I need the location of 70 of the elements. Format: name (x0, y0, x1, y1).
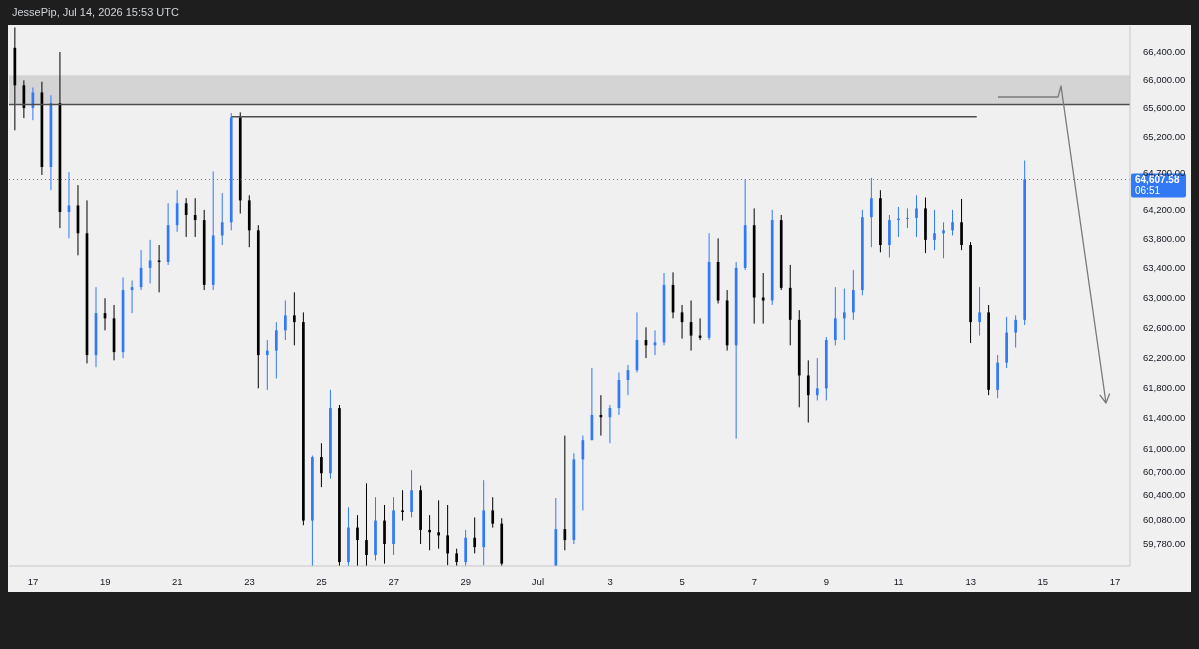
ref-line-label: 64,607.58 (1135, 174, 1180, 186)
candlestick (428, 514, 431, 551)
candlestick (960, 198, 963, 251)
x-tick-label: 11 (893, 575, 904, 587)
candlestick (915, 194, 918, 238)
x-tick-label: 19 (99, 575, 111, 587)
candlestick (842, 288, 846, 341)
candlestick (852, 269, 855, 321)
candlestick (906, 207, 909, 229)
y-tick-label: 63,000.00 (1143, 291, 1186, 303)
candlestick (356, 514, 359, 566)
x-tick-label: 25 (316, 575, 327, 587)
candlestick (175, 189, 179, 233)
x-tick-label: 17 (27, 575, 39, 587)
candlestick (815, 357, 819, 401)
x-tick-label: 9 (823, 575, 830, 587)
x-tick-label: 3 (607, 575, 613, 587)
candlestick (283, 299, 287, 341)
candlestick (446, 504, 449, 566)
y-tick-label: 60,700.00 (1143, 466, 1186, 478)
text: JessePip, Jul 14, 2026 15:53 UTC (12, 6, 179, 18)
y-tick-label: 61,400.00 (1143, 412, 1186, 424)
candlestick (184, 197, 188, 238)
candlestick (383, 504, 386, 565)
y-tick-label: 65,200.00 (1143, 131, 1186, 143)
y-tick-label: 60,080.00 (1143, 514, 1186, 526)
x-tick-label: 7 (751, 575, 757, 587)
candlestick (193, 197, 197, 238)
x-tick-label: 15 (1037, 575, 1049, 587)
candlestick (274, 321, 278, 379)
y-tick-label: 65,600.00 (1143, 102, 1186, 114)
candlestick (320, 442, 323, 488)
x-tick-label: 21 (172, 575, 183, 587)
candlestick (933, 209, 936, 251)
candlestick (951, 209, 954, 236)
candlestick (365, 482, 368, 566)
candlestick (437, 499, 440, 550)
candlestick (978, 286, 981, 337)
y-tick-label: 63,800.00 (1143, 232, 1186, 244)
y-tick-label: 63,400.00 (1143, 262, 1186, 274)
candlestick (473, 516, 477, 554)
x-tick-label: 5 (679, 575, 685, 587)
candlestick (220, 192, 224, 246)
candlestick (563, 435, 567, 551)
text: 06:51 (1135, 185, 1161, 197)
y-tick-label: 62,200.00 (1143, 351, 1186, 363)
candlestick (265, 339, 269, 391)
y-tick-label: 64,200.00 (1143, 203, 1186, 215)
candlestick (491, 496, 495, 529)
y-tick-label: 62,600.00 (1143, 321, 1186, 333)
y-tick-label: 59,780.00 (1143, 537, 1186, 549)
y-tick-label: 61,000.00 (1143, 442, 1186, 454)
x-tick-label: 29 (460, 575, 472, 587)
x-tick-label: 23 (244, 575, 255, 587)
y-tick-label: 66,400.00 (1143, 45, 1186, 57)
x-tick-label: Jul (531, 575, 545, 587)
x-tick-label: 13 (965, 575, 976, 587)
candlestick (942, 221, 945, 259)
candlestick (833, 286, 837, 346)
y-tick-label: 61,800.00 (1143, 381, 1186, 393)
x-tick-label: 17 (1109, 575, 1121, 587)
x-tick-label: 27 (388, 575, 399, 587)
candlestick (401, 489, 404, 522)
candlestick (157, 244, 161, 293)
candlestick (410, 469, 413, 518)
y-tick-label: 60,400.00 (1143, 489, 1186, 501)
y-tick-label: 66,000.00 (1143, 74, 1186, 85)
candlestick (293, 291, 296, 346)
candlestick (806, 359, 810, 424)
candlestick (1014, 314, 1017, 349)
